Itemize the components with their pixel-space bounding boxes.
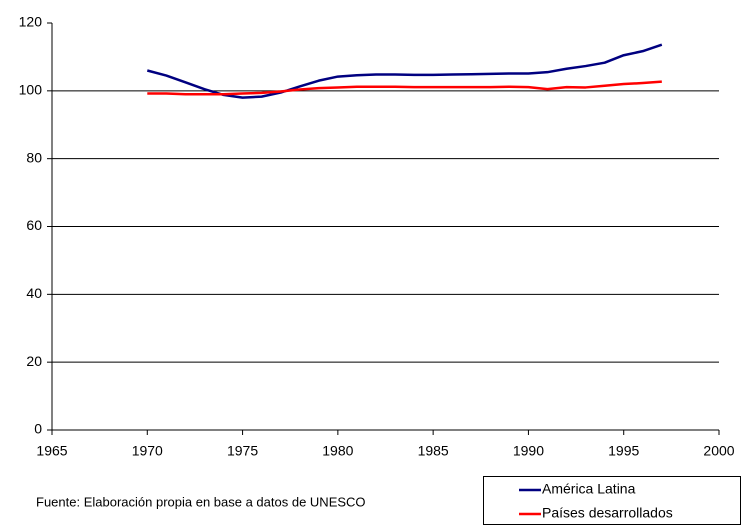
y-tick-label: 100: [19, 82, 43, 98]
x-tick-label: 1985: [418, 443, 449, 459]
legend-label: América Latina: [542, 481, 636, 497]
series-line: [146, 43, 663, 99]
y-tick-label: 80: [26, 149, 42, 165]
series-line: [147, 80, 662, 96]
x-tick-label: 1980: [322, 443, 353, 459]
x-tick-label: 1990: [513, 443, 544, 459]
x-tick-label: 1975: [227, 443, 258, 459]
x-tick-label: 1995: [608, 443, 639, 459]
legend-label: Países desarrollados: [542, 505, 673, 521]
legend-box: [483, 476, 741, 525]
x-tick-label: 1970: [132, 443, 163, 459]
y-tick-label: 20: [26, 353, 42, 369]
y-tick-label: 40: [26, 285, 42, 301]
source-note: Fuente: Elaboración propia en base a dat…: [36, 494, 366, 509]
y-tick-label: 0: [34, 421, 42, 437]
x-tick-label: 1965: [36, 443, 67, 459]
y-tick-label: 120: [19, 14, 43, 30]
y-tick-label: 60: [26, 217, 42, 233]
x-tick-label: 2000: [703, 443, 734, 459]
